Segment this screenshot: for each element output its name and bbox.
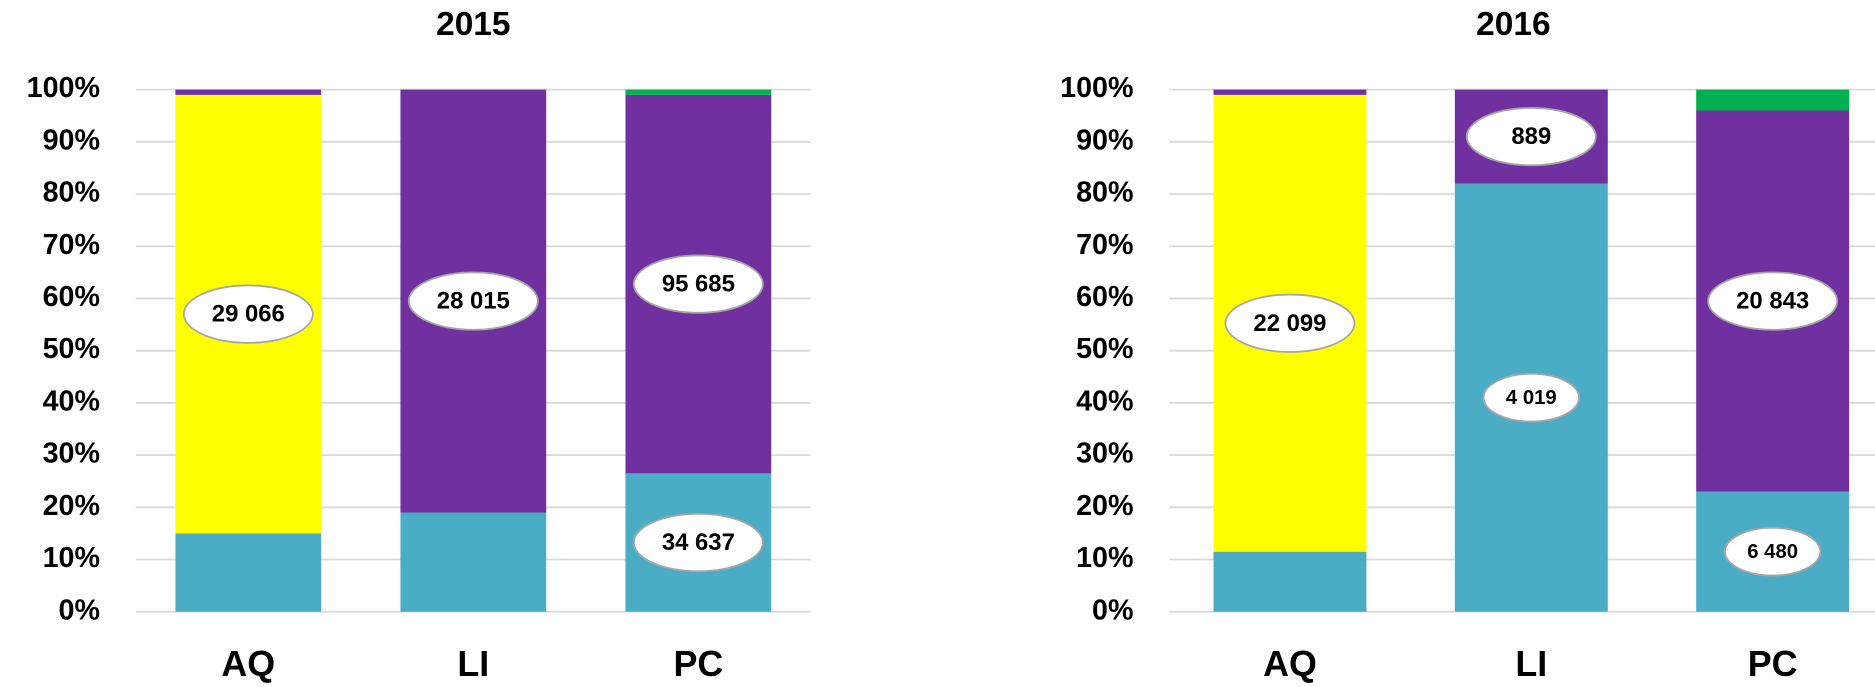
bar-segment — [175, 533, 322, 612]
annotation: 889 — [1511, 123, 1551, 150]
annotation-bubble — [632, 512, 764, 573]
y-tick-label: 10% — [43, 542, 100, 574]
y-tick-label: 10% — [1076, 542, 1133, 574]
annotation: 20 843 — [1736, 288, 1809, 315]
annotation-bubble — [1707, 271, 1839, 331]
chart: 2015 0% 10% 20% 30% 40% 50% 60% 70% 80% 90% 100% AQ L… — [27, 6, 811, 684]
bar-segment — [625, 89, 772, 95]
annotation-bubble — [1465, 107, 1597, 167]
y-tick-label: 90% — [43, 124, 100, 156]
annotation-bubble — [1224, 293, 1356, 353]
annotation: 22 099 — [1253, 310, 1326, 337]
y-tick-label: 30% — [43, 438, 100, 470]
bar-segment — [1213, 89, 1367, 95]
annotation: 95 685 — [662, 271, 735, 298]
y-tick-label: 60% — [1076, 281, 1133, 313]
x-tick-label: PC — [673, 644, 723, 684]
y-tick-label: 20% — [1076, 490, 1133, 522]
annotation-bubble — [1482, 372, 1580, 423]
annotation: 28 015 — [437, 288, 510, 315]
y-tick-label: 20% — [43, 490, 100, 522]
y-tick-label: 80% — [43, 177, 100, 209]
chart: 2016 0% 10% 20% 30% 40% 50% 60% 70% 80% 90% 100% AQ L… — [1060, 6, 1875, 684]
annotation-bubble — [632, 254, 764, 314]
annotation-bubble — [1723, 526, 1822, 577]
y-tick-label: 50% — [43, 333, 100, 365]
y-tick-label: 0% — [59, 594, 100, 626]
bar-segment — [400, 512, 547, 612]
chart-title: 2015 — [436, 6, 510, 43]
y-tick-label: 50% — [1076, 333, 1133, 365]
x-tick-label: PC — [1748, 644, 1798, 684]
y-tick-label: 0% — [1092, 594, 1133, 626]
x-tick-label: LI — [1515, 644, 1547, 684]
y-tick-label: 70% — [43, 229, 100, 261]
y-tick-label: 30% — [1076, 438, 1133, 470]
annotation-bubble — [182, 284, 314, 344]
y-tick-label: 100% — [27, 72, 100, 104]
bar-segment — [1696, 89, 1850, 111]
annotation: 29 066 — [212, 301, 285, 328]
bar-segment — [175, 89, 322, 95]
annotation: 4 019 — [1506, 387, 1557, 409]
y-tick-label: 80% — [1076, 177, 1133, 209]
y-tick-label: 40% — [1076, 385, 1133, 417]
y-tick-label: 60% — [43, 281, 100, 313]
y-tick-label: 70% — [1076, 229, 1133, 261]
x-tick-label: LI — [457, 644, 489, 684]
bar-segment — [1213, 551, 1367, 612]
x-tick-label: AQ — [221, 644, 275, 684]
y-tick-label: 100% — [1060, 72, 1133, 104]
annotation: 34 637 — [662, 529, 735, 556]
annotation-bubble — [407, 271, 539, 331]
x-tick-label: AQ — [1263, 644, 1317, 684]
chart-title: 2016 — [1476, 6, 1550, 43]
y-tick-label: 40% — [43, 385, 100, 417]
annotation: 6 480 — [1747, 541, 1798, 563]
y-tick-label: 90% — [1076, 124, 1133, 156]
